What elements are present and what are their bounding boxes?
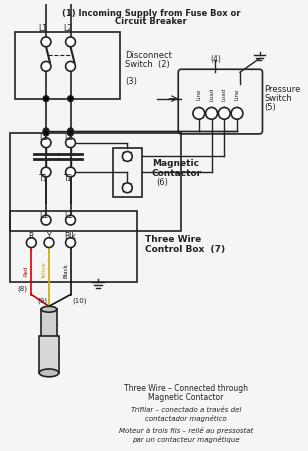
Text: (3): (3): [125, 76, 137, 85]
Text: Moteur à trois fils – relié au pressostat: Moteur à trois fils – relié au pressosta…: [119, 426, 253, 433]
Text: L2: L2: [63, 23, 72, 32]
Circle shape: [66, 38, 75, 48]
Text: L1: L1: [39, 133, 49, 142]
Text: (9): (9): [37, 296, 47, 303]
Text: L2: L2: [64, 133, 73, 142]
Text: Blk: Blk: [65, 232, 76, 241]
Circle shape: [43, 97, 49, 102]
Circle shape: [193, 108, 205, 120]
Circle shape: [41, 168, 51, 178]
Circle shape: [26, 238, 36, 248]
Circle shape: [66, 168, 75, 178]
Text: T2: T2: [64, 173, 73, 182]
Bar: [15, 33, 120, 99]
Circle shape: [41, 38, 51, 48]
Circle shape: [206, 108, 217, 120]
Text: Black: Black: [63, 263, 68, 278]
Text: Load: Load: [222, 88, 227, 101]
Text: Line: Line: [196, 89, 201, 100]
Bar: [113, 148, 142, 197]
Ellipse shape: [41, 307, 57, 313]
Circle shape: [67, 129, 73, 134]
Text: L1: L1: [39, 210, 49, 219]
Text: Circuit Breaker: Circuit Breaker: [115, 17, 187, 26]
Circle shape: [218, 108, 230, 120]
Circle shape: [231, 108, 243, 120]
Text: (4): (4): [210, 55, 221, 64]
Bar: [41, 309, 57, 339]
Text: Disconnect: Disconnect: [125, 51, 172, 60]
Bar: [10, 212, 137, 282]
Ellipse shape: [39, 369, 59, 377]
Text: Line: Line: [234, 89, 240, 100]
Text: Contactor: Contactor: [152, 168, 202, 177]
Circle shape: [66, 138, 75, 148]
Text: L2: L2: [64, 210, 73, 219]
Text: Magnetic Contactor: Magnetic Contactor: [148, 392, 224, 401]
Circle shape: [122, 152, 132, 162]
Text: Y: Y: [47, 232, 51, 241]
Text: L1: L1: [38, 23, 48, 32]
Text: Yellow: Yellow: [42, 262, 47, 279]
Text: Load: Load: [209, 88, 214, 101]
Text: Control Box  (7): Control Box (7): [145, 244, 225, 253]
Circle shape: [122, 184, 132, 193]
Bar: [39, 336, 59, 373]
Circle shape: [41, 216, 51, 226]
Circle shape: [41, 62, 51, 72]
Circle shape: [66, 238, 75, 248]
Text: (8): (8): [18, 285, 28, 291]
Text: Red: Red: [24, 265, 29, 276]
Circle shape: [41, 138, 51, 148]
Circle shape: [44, 238, 54, 248]
Text: (5): (5): [265, 103, 276, 112]
Text: (6): (6): [157, 178, 168, 187]
Text: Switch  (2): Switch (2): [125, 60, 170, 69]
Text: par un contacteur magnétique: par un contacteur magnétique: [132, 435, 240, 442]
Circle shape: [67, 97, 73, 102]
Bar: [10, 133, 181, 231]
Circle shape: [43, 131, 49, 137]
Text: Trifilar – conectado a través del: Trifilar – conectado a través del: [131, 406, 241, 412]
Text: R: R: [29, 232, 34, 241]
Text: (1) Incoming Supply from Fuse Box or: (1) Incoming Supply from Fuse Box or: [62, 9, 240, 18]
Text: T1: T1: [39, 173, 49, 182]
Circle shape: [66, 62, 75, 72]
Text: (10): (10): [72, 296, 87, 303]
Text: Magnetic: Magnetic: [152, 158, 199, 167]
Text: Switch: Switch: [265, 94, 292, 103]
Circle shape: [66, 216, 75, 226]
Circle shape: [43, 129, 49, 134]
Circle shape: [67, 131, 73, 137]
Text: Three Wire – Connected through: Three Wire – Connected through: [124, 383, 248, 392]
Text: contactador magnético: contactador magnético: [145, 414, 227, 422]
Text: Three Wire: Three Wire: [145, 235, 201, 244]
Text: Pressure: Pressure: [265, 85, 301, 94]
